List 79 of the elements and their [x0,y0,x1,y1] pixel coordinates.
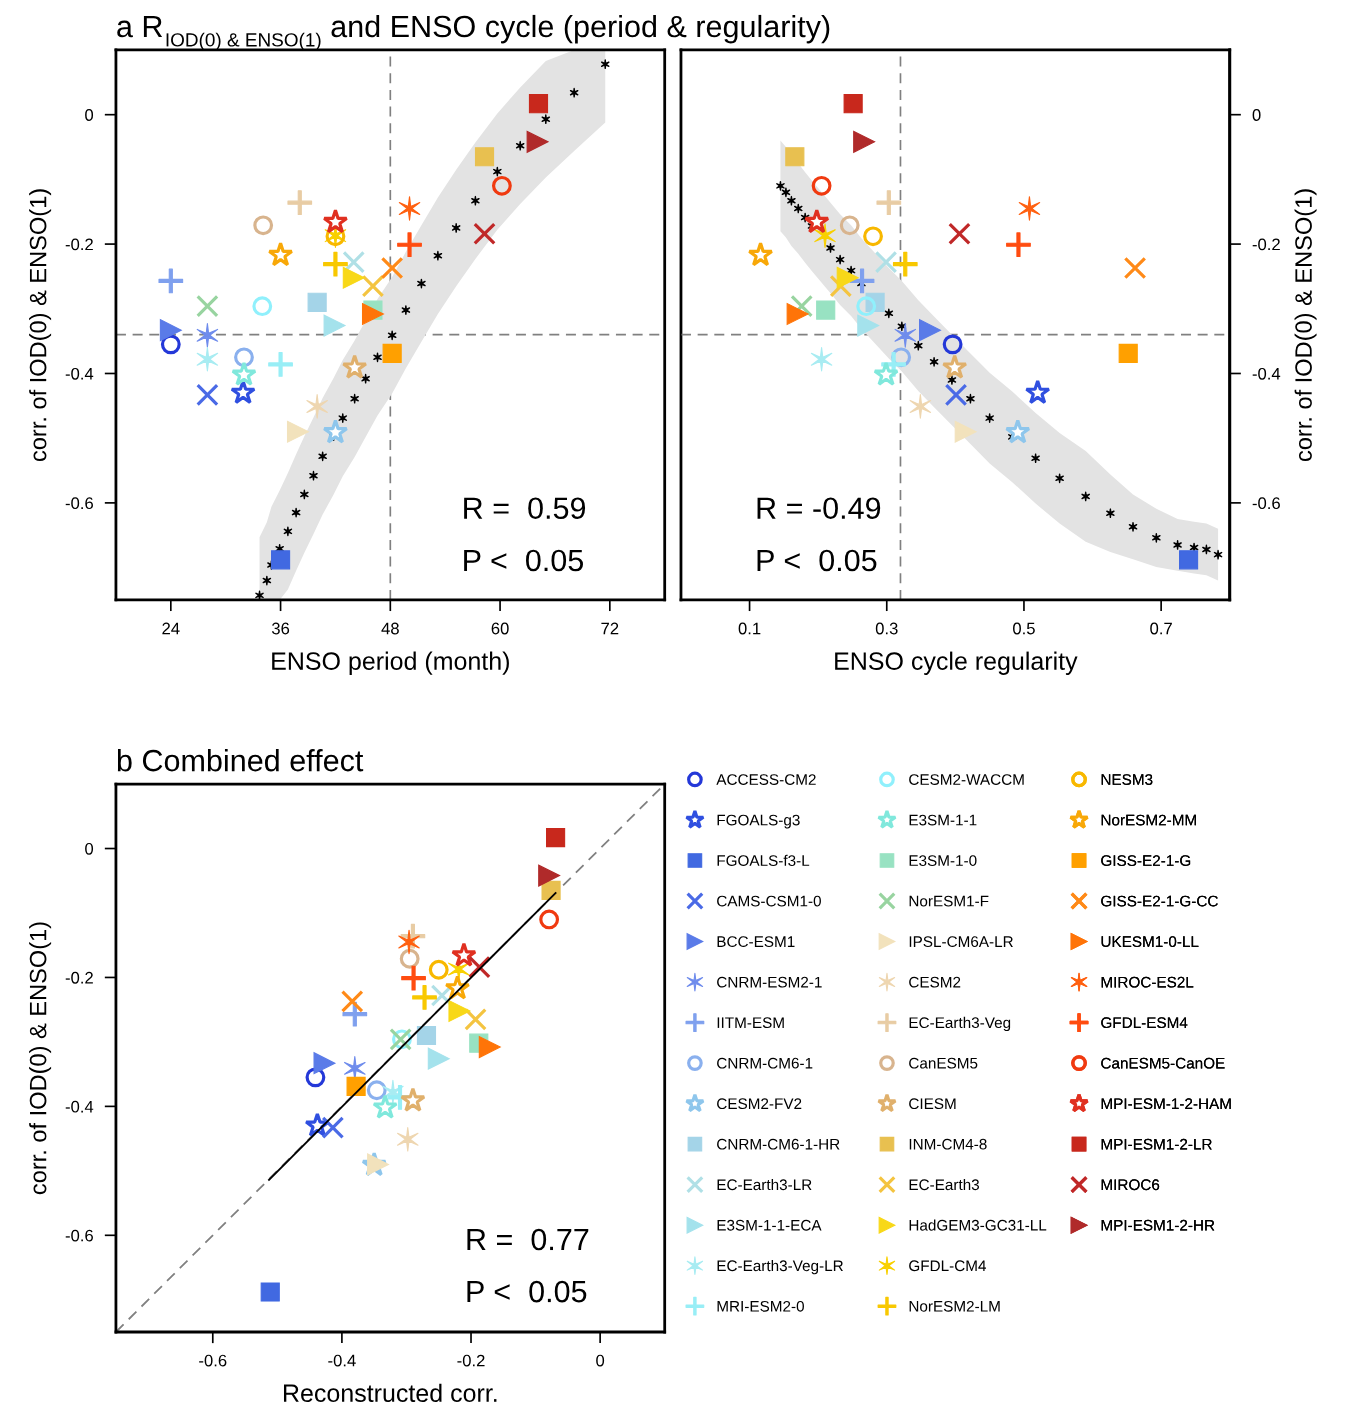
legend-label: GFDL-CM4 [909,1260,987,1272]
legend-label: HadGEM3-GC31-LL [909,1219,1047,1231]
legend-label: MPI-ESM1-2-HR [1101,1219,1215,1231]
y2-tick-label: 0 [1252,109,1261,121]
legend-label: CanESM5-CanOE [1101,1057,1225,1069]
legend-label: EC-Earth3 [909,1178,980,1191]
annotation: P < 0.05 [464,549,583,572]
legend-label: E3SM-1-1 [909,814,977,826]
y-tick-label: -0.4 [65,1100,94,1113]
x-tick-label: -0.6 [199,1354,227,1367]
x-axis-title: ENSO period (month) [272,651,509,675]
y-tick-label: -0.6 [65,497,93,510]
annotation: R = 0.77 [467,1228,589,1251]
legend-label: BCC-ESM1 [717,936,795,948]
y-axis-title: corr. of IOD(0) & ENSO(1) [29,922,52,1195]
legend-label: MIROC-ES2L [1101,976,1194,988]
legend-label: IITM-ESM [717,1017,784,1029]
legend-label: GISS-E2-1-G [1101,855,1191,866]
x-tick-label: -0.4 [328,1354,356,1367]
legend-label: MIROC6 [1101,1179,1160,1191]
legend-label: EC-Earth3-LR [717,1178,812,1191]
legend-label: CESM2 [909,976,961,988]
legend-label: E3SM-1-1-ECA [717,1219,822,1231]
y-axis-title: corr. of IOD(0) & ENSO(1) [29,189,52,462]
legend-label: NorESM2-LM [909,1300,1000,1312]
x-tick-label: 72 [601,622,619,635]
legend-label: FGOALS-g3 [717,814,800,829]
y-tick-label: -0.2 [65,971,93,984]
x-tick-label: 0.5 [1013,622,1035,635]
legend-label: NorESM1-F [909,895,989,907]
legend-label: CESM2-WACCM [909,774,1024,785]
legend-label: CESM2-FV2 [717,1098,802,1110]
annotation: P < 0.05 [757,549,877,572]
x-tick-label: 24 [162,622,180,635]
chart-title: a RIOD(0) & ENSO(1) and ENSO cycle (period & regularity) [117,14,830,51]
legend-label: CAMS-CSM1-0 [717,895,821,907]
legend-label: IPSL-CM6A-LR [909,936,1013,948]
legend-label: MPI-ESM-1-2-HAM [1101,1098,1231,1110]
y2-tick-label: -0.4 [1252,367,1281,380]
legend-label: CNRM-CM6-1 [717,1057,813,1069]
y2-tick-label: -0.6 [1252,497,1280,510]
x-tick-label: 60 [491,622,509,635]
annotation: R = -0.49 [757,497,881,520]
legend-label: CNRM-CM6-1-HR [717,1138,840,1150]
legend-label: CIESM [909,1098,956,1110]
legend-label: E3SM-1-0 [909,855,977,866]
legend-label: EC-Earth3-Veg-LR [717,1259,843,1275]
legend-label: GISS-E2-1-G-CC [1101,895,1218,907]
y-tick-label: -0.6 [65,1229,93,1242]
y2-axis-title: corr. of IOD(0) & ENSO(1) [1294,189,1317,462]
x-tick-label: 36 [271,622,290,635]
y2-tick-label: -0.2 [1252,238,1280,251]
y-tick-label: 0 [85,842,94,855]
chart-title: b Combined effect [117,749,364,772]
legend-label: UKESM1-0-LL [1101,936,1199,948]
legend-label: EC-Earth3-Veg [909,1016,1011,1032]
x-axis-title: ENSO cycle regularity [835,651,1078,675]
x-tick-label: 48 [381,622,399,635]
x-axis-title: Reconstructed corr. [283,1383,497,1403]
legend-label: CanESM5 [909,1057,978,1069]
legend-label: MRI-ESM2-0 [717,1300,804,1312]
legend-label: MPI-ESM1-2-LR [1101,1138,1212,1150]
y-tick-label: -0.4 [65,367,94,380]
legend-label: NorESM2-MM [1101,814,1196,826]
x-tick-label: 0 [596,1354,605,1367]
annotation: P < 0.05 [467,1280,587,1303]
x-tick-label: -0.2 [457,1354,485,1367]
legend-label: ACCESS-CM2 [716,774,816,785]
legend-label: CNRM-ESM2-1 [717,976,822,988]
x-tick-label: 0.7 [1150,622,1172,635]
legend-label: GFDL-ESM4 [1101,1017,1188,1029]
x-tick-label: 0.3 [875,622,898,635]
y-tick-label: 0 [85,109,94,121]
x-tick-label: 0.1 [738,622,761,635]
legend-label: INM-CM4-8 [909,1138,987,1150]
annotation: R = 0.59 [464,497,586,520]
y-tick-label: -0.2 [65,238,93,251]
legend-label: NESM3 [1101,774,1153,785]
legend-label: FGOALS-f3-L [717,854,810,866]
